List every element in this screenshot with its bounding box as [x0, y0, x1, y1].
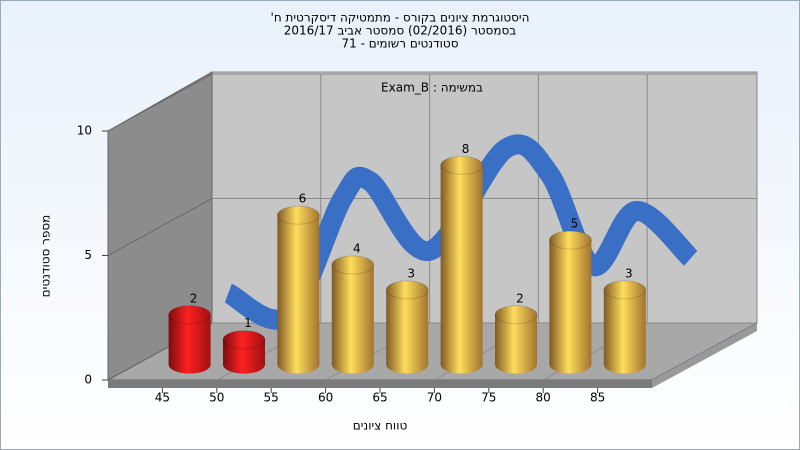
x-tick-label: 60	[318, 391, 333, 405]
bar	[494, 305, 538, 374]
x-tick-label: 75	[481, 391, 496, 405]
x-tick-label: 85	[590, 391, 605, 405]
x-tick-label: 50	[209, 391, 224, 405]
data-label: 2	[516, 291, 524, 305]
bar-top	[331, 255, 375, 275]
chart-title: בסמסטר (02/2016) סמסטר אביב 2016/17	[284, 24, 516, 38]
y-axis-label: מספר סטודנטים	[39, 215, 53, 298]
bar-top	[168, 305, 212, 325]
x-tick-label: 70	[427, 391, 442, 405]
x-tick-label: 80	[536, 391, 551, 405]
data-label: 2	[190, 291, 198, 305]
y-tick-label: 0	[84, 373, 92, 387]
bar-body	[223, 339, 265, 374]
y-tick-label: 10	[77, 124, 92, 138]
bar-top	[494, 305, 538, 325]
bar-top	[385, 280, 429, 300]
bar	[331, 255, 375, 374]
grid-line	[107, 198, 213, 256]
bar-body	[277, 215, 320, 374]
data-label: 5	[571, 217, 579, 231]
chart-title: היסטוגרמת ציונים בקורס - מתמטיקה דיסקרטי…	[271, 11, 530, 25]
bar-body	[440, 165, 483, 374]
floor-side	[652, 323, 757, 388]
x-axis-label: טווח ציונים	[353, 419, 408, 433]
chart-subtitle: במשימה : Exam_B	[381, 81, 483, 95]
x-tick-label: 55	[264, 391, 279, 405]
bar-top	[222, 330, 266, 350]
bar	[222, 330, 266, 374]
bar-top	[603, 280, 647, 300]
bar-body	[168, 314, 211, 374]
grid-line	[107, 73, 213, 132]
x-tick-label: 45	[155, 391, 170, 405]
data-label: 3	[407, 266, 415, 280]
data-label: 1	[244, 316, 252, 330]
data-label: 8	[462, 142, 470, 156]
bar-top	[548, 230, 592, 250]
data-label: 6	[299, 192, 307, 206]
bar-top	[276, 205, 320, 225]
bar-body	[331, 265, 374, 374]
bar	[440, 155, 484, 374]
bar	[385, 280, 429, 374]
bar	[548, 230, 592, 374]
bar	[603, 280, 647, 374]
data-label: 4	[353, 242, 361, 256]
floor-edge	[108, 380, 652, 388]
bar-top	[440, 155, 484, 175]
bar-body	[495, 314, 537, 374]
bar	[276, 205, 320, 374]
data-label: 3	[625, 266, 633, 280]
x-tick-label: 65	[372, 391, 387, 405]
bar-body	[549, 240, 592, 374]
bar-body	[603, 289, 646, 374]
bar-body	[386, 289, 429, 374]
chart-title: סטודנטים רשומים - 71	[341, 37, 458, 51]
y-tick-label: 5	[84, 248, 92, 262]
bar	[168, 305, 212, 374]
